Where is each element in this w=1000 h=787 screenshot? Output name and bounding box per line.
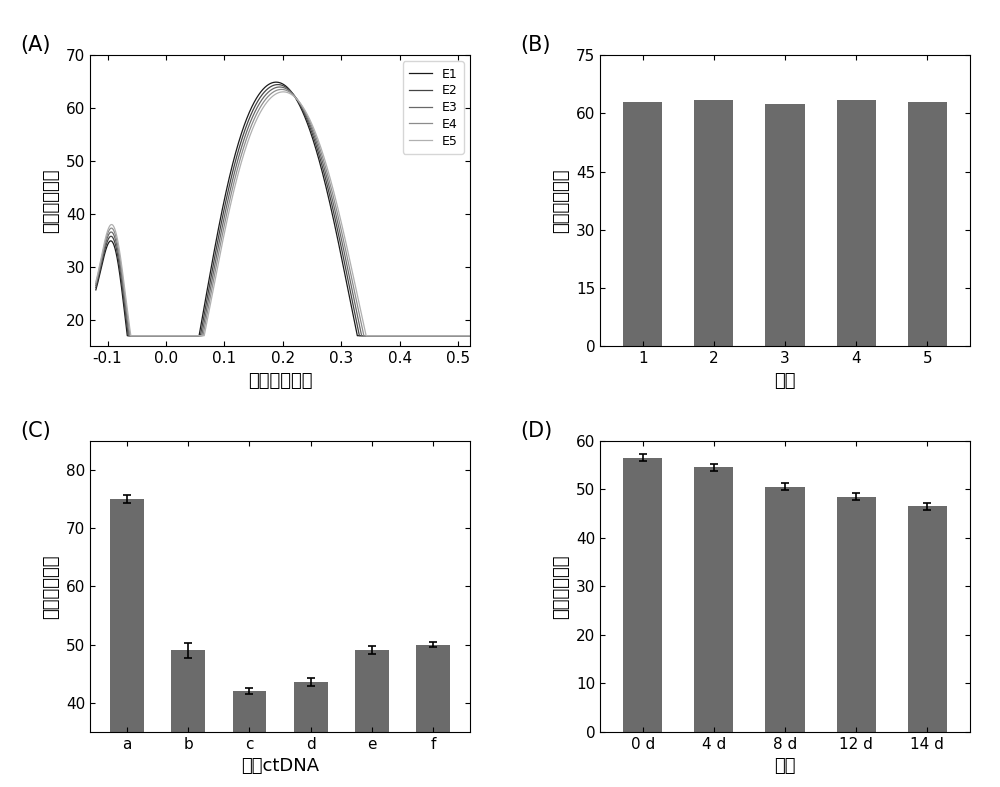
- E4: [262, 92, 274, 102]
- Line: E4: E4: [96, 90, 470, 336]
- E2: [109, 238, 121, 248]
- E1: [464, 331, 476, 341]
- E5: [272, 88, 284, 98]
- E3: [262, 87, 274, 97]
- E5: [90, 277, 102, 286]
- Line: E2: E2: [96, 84, 470, 336]
- Line: E3: E3: [96, 87, 470, 336]
- E2: [454, 331, 466, 341]
- E4: [276, 85, 288, 94]
- E3: [453, 331, 465, 341]
- Bar: [765, 104, 805, 346]
- E2: [272, 79, 284, 89]
- E2: [385, 331, 397, 341]
- Legend: E1, E2, E3, E4, E5: E1, E2, E3, E4, E5: [403, 61, 464, 153]
- Bar: [294, 682, 328, 787]
- Bar: [908, 506, 947, 732]
- Bar: [908, 102, 947, 346]
- Text: (A): (A): [20, 35, 50, 55]
- E2: [453, 331, 465, 341]
- Text: (D): (D): [520, 421, 552, 441]
- E3: [90, 281, 102, 290]
- E4: [109, 229, 121, 238]
- E4: [385, 331, 397, 341]
- Bar: [765, 487, 805, 732]
- E5: [453, 331, 465, 341]
- Bar: [171, 650, 205, 787]
- X-axis label: 电压（伏特）: 电压（伏特）: [248, 371, 312, 390]
- E4: [90, 279, 102, 288]
- E4: [453, 331, 465, 341]
- E5: [277, 87, 289, 97]
- E5: [454, 331, 466, 341]
- E1: [262, 80, 274, 90]
- E3: [109, 233, 121, 242]
- E5: [385, 331, 397, 341]
- X-axis label: 电极: 电极: [774, 371, 796, 390]
- Bar: [837, 100, 876, 346]
- E1: [272, 78, 284, 87]
- E4: [454, 331, 466, 341]
- E1: [90, 285, 102, 294]
- Bar: [623, 102, 662, 346]
- E2: [272, 79, 284, 89]
- E3: [464, 331, 476, 341]
- Y-axis label: 电流（微安）: 电流（微安）: [552, 168, 570, 233]
- E1: [270, 77, 282, 87]
- E3: [272, 83, 284, 92]
- E4: [124, 331, 136, 341]
- Bar: [233, 691, 266, 787]
- Text: (B): (B): [520, 35, 550, 55]
- E5: [464, 331, 476, 341]
- E5: [125, 331, 137, 341]
- E1: [453, 331, 465, 341]
- Text: (C): (C): [20, 421, 51, 441]
- X-axis label: 时间: 时间: [774, 757, 796, 775]
- E4: [272, 85, 284, 94]
- E2: [464, 331, 476, 341]
- E4: [464, 331, 476, 341]
- Bar: [837, 497, 876, 732]
- Line: E1: E1: [96, 82, 470, 336]
- Y-axis label: 电流（微安）: 电流（微安）: [42, 168, 60, 233]
- Bar: [416, 645, 450, 787]
- Bar: [355, 650, 389, 787]
- E1: [454, 331, 466, 341]
- Y-axis label: 电流（微安）: 电流（微安）: [42, 554, 60, 619]
- Bar: [110, 499, 144, 787]
- E1: [121, 331, 133, 341]
- E5: [109, 224, 121, 234]
- X-axis label: 干扰ctDNA: 干扰ctDNA: [241, 757, 319, 775]
- Y-axis label: 电流（微安）: 电流（微安）: [552, 554, 570, 619]
- Bar: [623, 458, 662, 732]
- E5: [262, 96, 274, 105]
- E3: [123, 331, 135, 341]
- E1: [385, 331, 397, 341]
- E3: [454, 331, 466, 341]
- Line: E5: E5: [96, 92, 470, 336]
- E1: [109, 243, 121, 253]
- Bar: [694, 100, 733, 346]
- E2: [262, 83, 274, 93]
- E2: [122, 331, 134, 341]
- E3: [274, 83, 286, 92]
- Bar: [694, 467, 733, 732]
- E2: [90, 283, 102, 292]
- E3: [385, 331, 397, 341]
